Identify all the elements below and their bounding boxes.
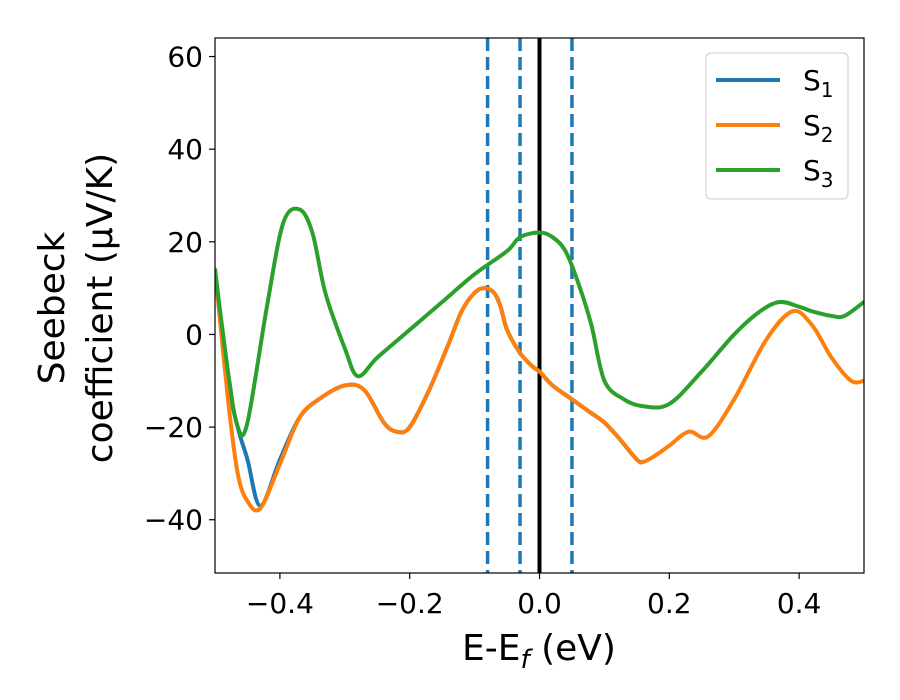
x-axis-ticks: −0.4 −0.2 0.0 0.2 0.4 [246, 573, 821, 620]
legend-label-s1: S1 [803, 64, 834, 102]
x-tick-label: 0.4 [777, 587, 822, 620]
y-axis-ticks: −40 −20 0 20 40 60 [144, 41, 215, 537]
y-axis-title-line1: Seebeck [32, 231, 73, 384]
y-tick-label: 60 [167, 41, 203, 74]
x-tick-label: 0.0 [517, 587, 562, 620]
y-tick-label: 20 [167, 226, 203, 259]
x-tick-label: −0.2 [376, 587, 444, 620]
legend-label-s2: S2 [803, 109, 834, 147]
series-lines [215, 206, 864, 513]
y-axis-title-line2: coefficient (μV/K) [80, 153, 121, 463]
y-tick-label: 0 [185, 318, 203, 351]
reference-lines [485, 38, 574, 573]
x-tick-label: −0.4 [246, 587, 314, 620]
legend-label-s3: S3 [803, 154, 834, 192]
x-tick-label: 0.2 [647, 587, 692, 620]
y-tick-label: −20 [144, 411, 203, 444]
series-line-s3 [215, 206, 864, 438]
legend: S1 S2 S3 [705, 52, 849, 200]
series-line-s2 [215, 267, 864, 513]
y-tick-label: −40 [144, 504, 203, 537]
y-tick-label: 40 [167, 133, 203, 166]
x-axis-title: E-Ef (eV) [462, 628, 616, 675]
